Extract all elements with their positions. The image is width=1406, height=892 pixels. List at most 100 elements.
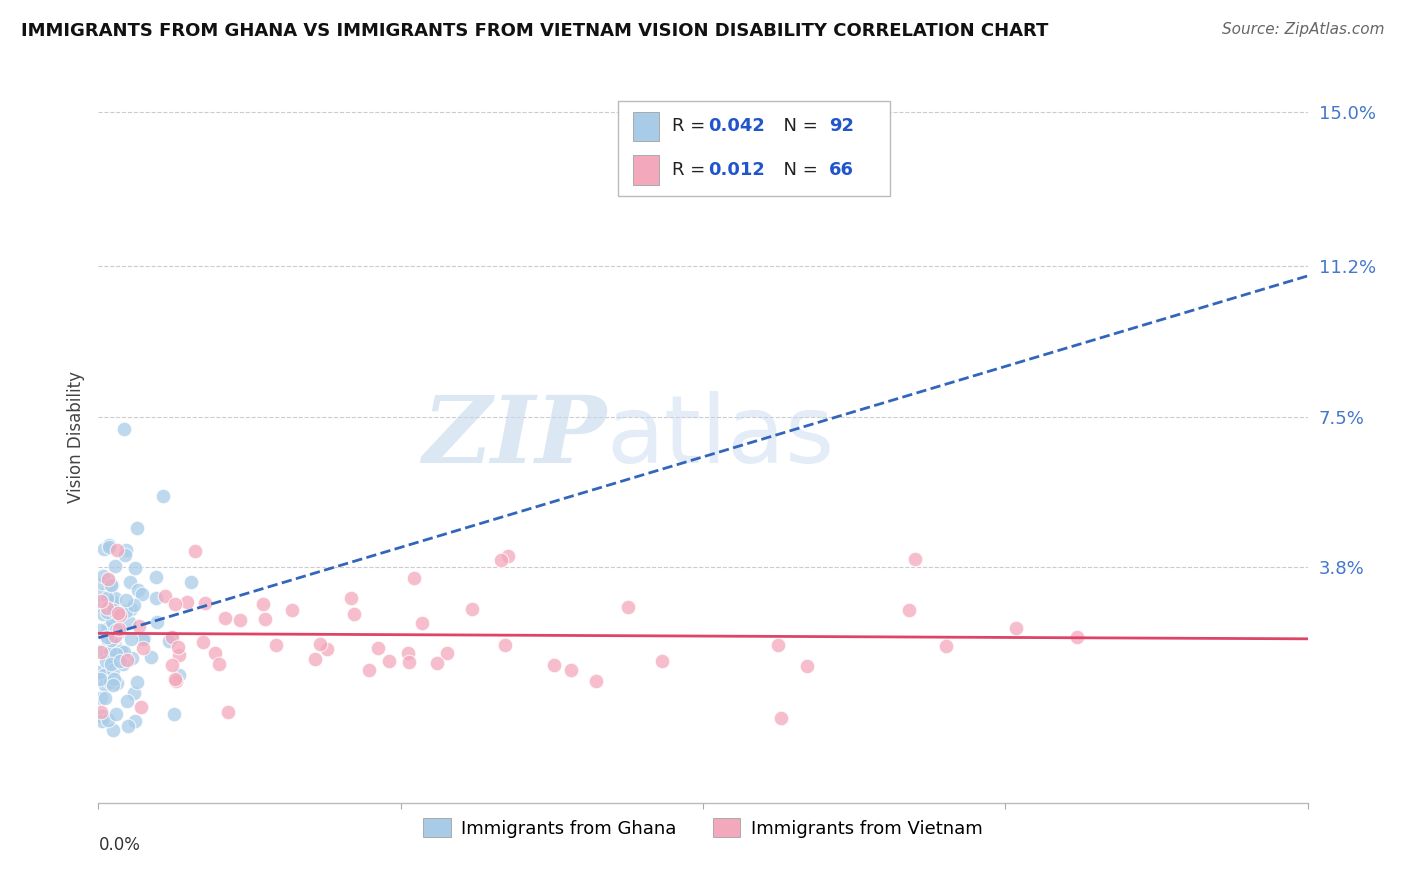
- Point: [105, 601, 128, 615]
- Point: [169, 667, 191, 681]
- Point: [132, 631, 155, 645]
- Point: [252, 597, 274, 611]
- Point: [89, 672, 111, 686]
- Legend: Immigrants from Ghana, Immigrants from Vietnam: Immigrants from Ghana, Immigrants from V…: [416, 811, 990, 845]
- Point: [114, 593, 136, 607]
- Point: [120, 602, 142, 616]
- Text: 92: 92: [828, 117, 853, 136]
- Point: [90, 593, 112, 607]
- Point: [122, 685, 145, 699]
- Point: [141, 650, 163, 665]
- Text: ZIP: ZIP: [422, 392, 606, 482]
- Point: [93, 541, 115, 556]
- Point: [103, 612, 125, 626]
- Point: [97, 713, 120, 727]
- Point: [108, 622, 131, 636]
- Point: [101, 678, 124, 692]
- Point: [100, 578, 122, 592]
- Point: [132, 632, 155, 646]
- Point: [103, 595, 125, 609]
- Point: [281, 602, 304, 616]
- Point: [115, 693, 138, 707]
- Point: [796, 659, 818, 673]
- Point: [105, 706, 128, 721]
- Point: [115, 604, 138, 618]
- Point: [254, 611, 277, 625]
- Point: [112, 422, 135, 436]
- Point: [152, 489, 174, 503]
- Point: [343, 607, 366, 621]
- Point: [114, 549, 136, 563]
- Point: [904, 552, 927, 566]
- Point: [897, 603, 920, 617]
- Point: [107, 607, 129, 621]
- Point: [100, 657, 122, 671]
- Point: [96, 654, 118, 668]
- Point: [104, 652, 127, 666]
- Point: [131, 587, 153, 601]
- Point: [184, 544, 207, 558]
- Point: [89, 588, 111, 602]
- Point: [145, 570, 167, 584]
- Point: [96, 630, 118, 644]
- Point: [1005, 621, 1028, 635]
- Point: [105, 676, 128, 690]
- Point: [166, 640, 188, 654]
- Point: [104, 559, 127, 574]
- Point: [98, 645, 121, 659]
- Point: [411, 616, 433, 631]
- Point: [191, 634, 214, 648]
- Point: [101, 594, 124, 608]
- Point: [585, 674, 607, 689]
- Point: [101, 663, 124, 677]
- Point: [98, 674, 121, 689]
- Point: [89, 665, 111, 679]
- Point: [108, 607, 131, 622]
- Point: [100, 577, 122, 591]
- Point: [340, 591, 363, 606]
- Point: [162, 657, 184, 672]
- Point: [127, 675, 149, 690]
- Point: [398, 655, 420, 669]
- Point: [90, 690, 112, 705]
- Point: [89, 623, 111, 637]
- Point: [117, 719, 139, 733]
- Point: [208, 657, 231, 671]
- Point: [91, 569, 114, 583]
- Point: [357, 663, 380, 677]
- Point: [160, 630, 183, 644]
- Text: N =: N =: [772, 161, 824, 179]
- Point: [163, 707, 186, 722]
- Point: [97, 572, 120, 586]
- Point: [121, 651, 143, 665]
- Point: [129, 700, 152, 714]
- Point: [426, 656, 449, 670]
- Point: [91, 575, 114, 590]
- Point: [97, 540, 120, 554]
- Point: [461, 602, 484, 616]
- Point: [108, 625, 131, 640]
- Point: [560, 664, 582, 678]
- Point: [90, 705, 112, 719]
- Point: [489, 553, 512, 567]
- Point: [308, 637, 330, 651]
- Point: [160, 630, 183, 644]
- Point: [98, 601, 121, 615]
- Point: [1066, 630, 1088, 644]
- Point: [105, 543, 128, 558]
- Point: [91, 607, 114, 621]
- Point: [494, 638, 516, 652]
- Point: [89, 599, 111, 613]
- FancyBboxPatch shape: [633, 155, 659, 185]
- FancyBboxPatch shape: [619, 101, 890, 195]
- Point: [436, 646, 458, 660]
- Text: atlas: atlas: [606, 391, 835, 483]
- Point: [378, 654, 401, 668]
- Point: [110, 644, 132, 658]
- Point: [128, 619, 150, 633]
- Point: [90, 644, 112, 658]
- Point: [105, 647, 128, 661]
- Point: [543, 658, 565, 673]
- Point: [229, 613, 252, 627]
- Point: [145, 591, 167, 605]
